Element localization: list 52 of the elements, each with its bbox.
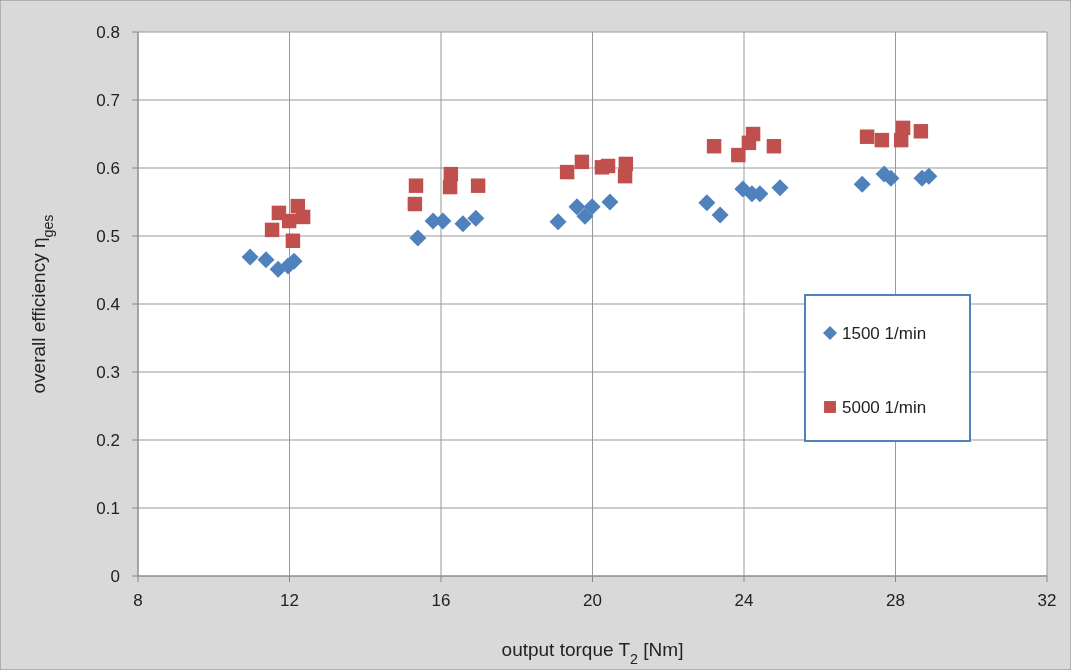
point — [874, 132, 890, 148]
legend-label: 5000 1/min — [842, 397, 927, 417]
point — [470, 178, 486, 193]
y-tick-label: 0.4 — [96, 294, 120, 314]
point — [771, 179, 789, 197]
x-tick-label: 8 — [133, 591, 143, 610]
point — [281, 213, 297, 229]
point — [241, 248, 259, 266]
x-tick-label: 20 — [583, 591, 602, 610]
point — [409, 229, 427, 247]
point — [766, 139, 782, 154]
point — [549, 213, 567, 231]
y-tick-label: 0.7 — [96, 90, 120, 110]
point — [895, 120, 911, 136]
x-axis-title: output torque T$_{2}$ [Nm] — [501, 639, 684, 667]
y-tick-label: 0.6 — [96, 158, 120, 178]
y-tick-label: 0.3 — [96, 362, 120, 382]
point — [913, 124, 929, 139]
x-tick-label: 32 — [1037, 591, 1057, 610]
x-tick-label: 16 — [431, 591, 451, 610]
x-tick-label: 28 — [886, 591, 905, 610]
point — [600, 158, 616, 174]
point — [407, 196, 423, 212]
point — [601, 193, 619, 211]
point — [454, 215, 472, 233]
point — [731, 147, 746, 163]
point — [698, 194, 716, 212]
point — [408, 178, 424, 193]
y-tick-label: 0 — [110, 566, 120, 586]
point — [257, 251, 275, 269]
legend-label: 1500 1/min — [842, 323, 927, 343]
point — [264, 222, 280, 238]
point — [576, 207, 594, 225]
x-tick-label: 12 — [280, 591, 299, 610]
point — [745, 126, 761, 142]
point — [574, 154, 590, 170]
point — [467, 209, 485, 227]
y-tick-label: 0.2 — [96, 430, 120, 450]
point — [859, 129, 875, 144]
point — [711, 206, 729, 224]
point — [583, 198, 601, 216]
point — [559, 164, 575, 180]
point — [706, 139, 722, 154]
point — [617, 168, 633, 184]
point — [285, 233, 301, 248]
y-tick-label: 0.5 — [96, 226, 120, 246]
point — [568, 198, 586, 216]
point — [853, 175, 871, 193]
y-tick-label: 0.1 — [96, 498, 120, 518]
y-tick-label: 0.8 — [96, 22, 120, 42]
point — [442, 179, 458, 195]
x-tick-label: 24 — [734, 591, 754, 610]
